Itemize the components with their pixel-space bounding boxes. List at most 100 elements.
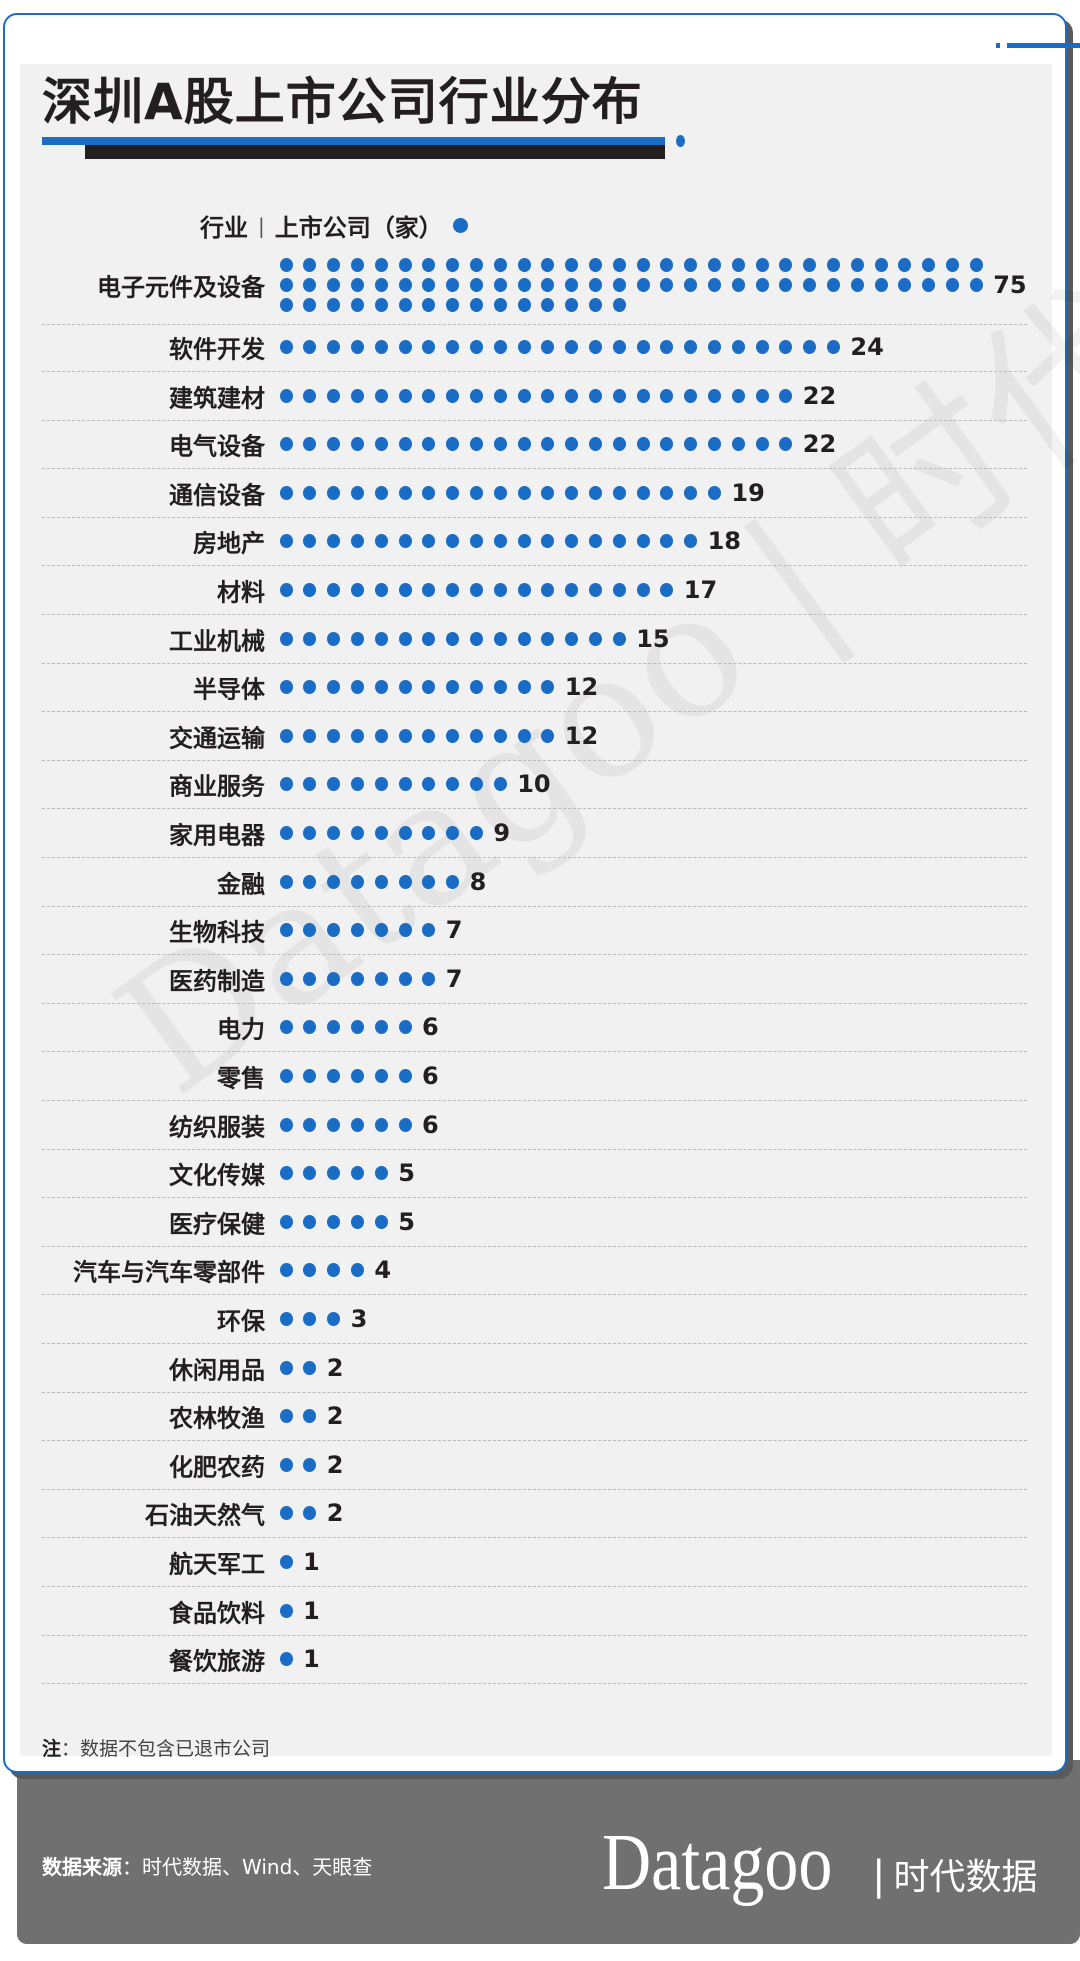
data-dot — [565, 258, 579, 272]
data-dot — [398, 258, 412, 272]
category-label: 电子元件及设备 — [97, 273, 265, 302]
data-dot — [588, 583, 602, 597]
data-dot — [422, 437, 436, 452]
data-dot — [469, 534, 483, 549]
data-dot — [374, 583, 388, 597]
data-dot — [636, 258, 650, 272]
row-divider — [42, 905, 1027, 907]
data-dot — [684, 278, 698, 292]
data-dot — [969, 258, 983, 272]
data-dot — [565, 340, 579, 354]
logo-separator: | — [872, 1853, 886, 1899]
data-dot — [660, 388, 674, 403]
data-dot — [327, 437, 341, 452]
category-label: 工业机械 — [169, 627, 265, 656]
data-dot — [350, 680, 364, 695]
data-dot — [279, 1312, 293, 1326]
data-dot — [517, 298, 531, 312]
data-dot — [826, 278, 840, 292]
data-dot — [493, 437, 507, 452]
data-dot — [350, 298, 364, 312]
category-label: 文化传媒 — [169, 1161, 265, 1190]
data-dot — [469, 258, 483, 272]
data-dot — [446, 583, 460, 597]
data-dot — [279, 278, 293, 292]
data-dot — [398, 971, 412, 986]
row-divider — [42, 954, 1027, 956]
data-dot — [303, 1117, 317, 1132]
data-dot — [636, 340, 650, 354]
data-dot — [374, 1166, 388, 1181]
title-underline-blue — [42, 137, 665, 145]
data-dot — [588, 388, 602, 403]
data-dot — [422, 874, 436, 889]
data-dot — [327, 874, 341, 889]
value-label: 6 — [422, 1110, 439, 1139]
data-dot — [565, 388, 579, 403]
data-dot — [422, 388, 436, 403]
logo-brand: Datagoo — [602, 1819, 833, 1907]
data-dot — [826, 258, 840, 272]
value-label: 3 — [350, 1305, 368, 1333]
data-dot — [374, 680, 388, 695]
data-dot — [303, 1166, 317, 1181]
row-divider — [42, 1683, 1027, 1685]
data-dot — [303, 1020, 317, 1035]
data-dot — [398, 777, 412, 792]
data-dot — [755, 437, 769, 452]
row-divider — [42, 468, 1027, 470]
data-dot — [493, 534, 507, 549]
category-label: 休闲用品 — [169, 1356, 265, 1385]
category-label: 医疗保健 — [169, 1210, 265, 1239]
value-label: 5 — [398, 1159, 415, 1188]
data-dot — [850, 278, 864, 292]
category-label: 航天军工 — [169, 1550, 265, 1579]
data-dot — [279, 728, 293, 743]
data-dot — [660, 340, 674, 354]
data-dot — [279, 923, 293, 938]
data-dot — [350, 728, 364, 743]
value-label: 7 — [445, 916, 463, 945]
data-dot — [279, 1360, 293, 1375]
value-label: 22 — [802, 430, 837, 459]
data-dot — [517, 388, 531, 403]
data-dot — [374, 258, 388, 272]
data-dot — [684, 258, 698, 272]
data-dot — [303, 258, 317, 272]
data-dot — [303, 1263, 317, 1278]
row-divider — [42, 1148, 1027, 1150]
data-dot — [517, 631, 531, 646]
data-dot — [398, 1020, 412, 1035]
data-dot — [327, 1312, 341, 1326]
data-dot — [350, 1214, 364, 1229]
data-dot — [279, 1263, 293, 1278]
data-dot — [303, 680, 317, 695]
data-dot — [612, 534, 626, 549]
data-dot — [350, 777, 364, 792]
data-dot — [731, 437, 745, 452]
data-dot — [517, 583, 531, 597]
value-label: 12 — [564, 673, 599, 702]
data-dot — [541, 631, 555, 646]
data-dot — [374, 777, 388, 792]
category-label: 电气设备 — [169, 432, 265, 461]
value-label: 2 — [326, 1450, 344, 1479]
data-dot — [303, 631, 317, 646]
category-label: 家用电器 — [169, 821, 265, 850]
data-dot — [493, 298, 507, 312]
data-dot — [398, 534, 412, 549]
row-divider — [42, 808, 1027, 810]
value-label: 8 — [469, 867, 487, 896]
data-dot — [327, 1166, 341, 1181]
legend-value-label: 上市公司（家） — [274, 214, 443, 242]
data-dot — [779, 340, 793, 354]
data-dot — [469, 437, 483, 452]
value-label: 4 — [374, 1256, 392, 1285]
data-dot — [803, 258, 817, 272]
data-dot — [350, 278, 364, 292]
data-dot — [279, 1603, 293, 1618]
data-dot — [374, 923, 388, 938]
data-dot — [707, 258, 721, 272]
category-label: 化肥农药 — [169, 1453, 265, 1482]
data-dot — [279, 437, 293, 452]
